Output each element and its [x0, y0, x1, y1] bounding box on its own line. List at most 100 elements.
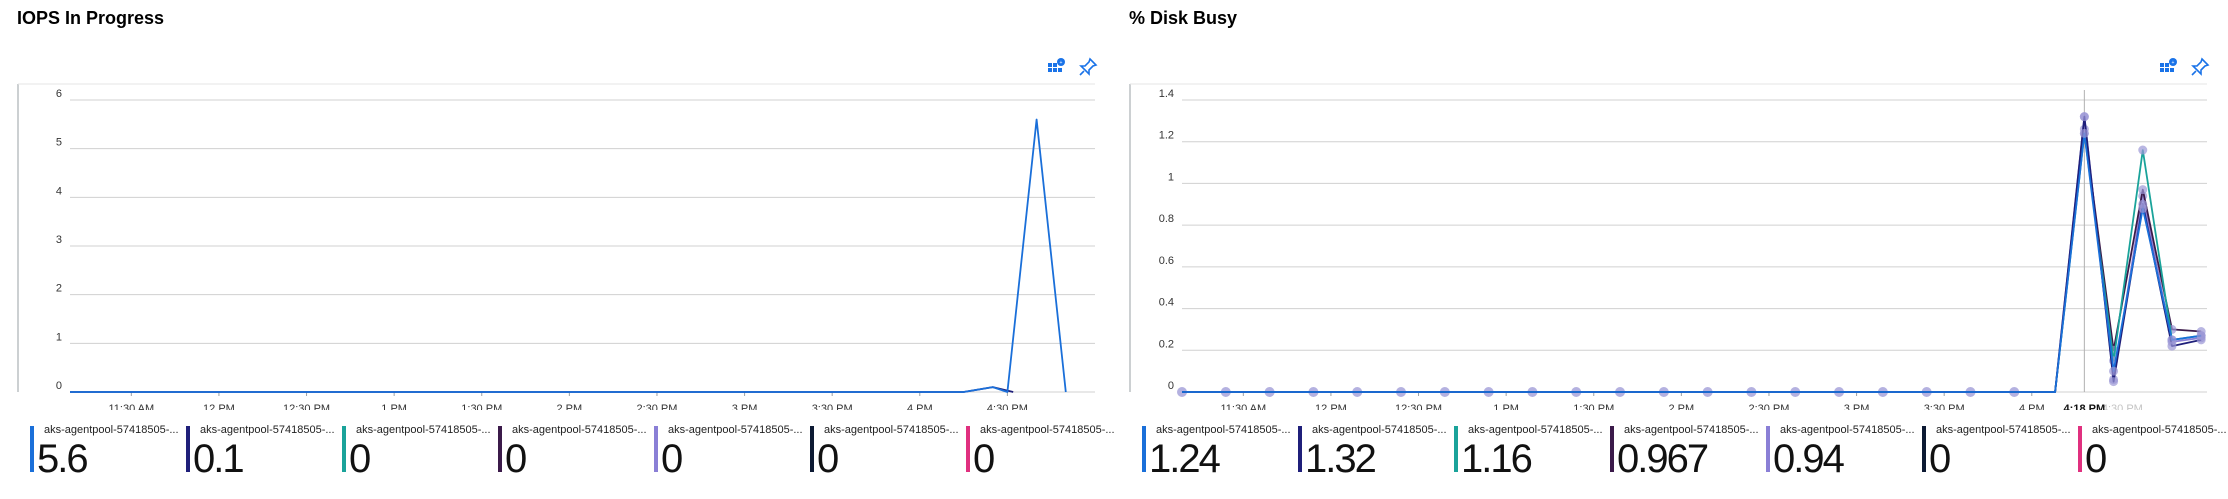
chart-legend: aks-agentpool-57418505-... 1.24 aks-agentp…: [1112, 420, 2227, 495]
legend-series-value: 0: [661, 437, 683, 481]
x-tick-label: 1 PM: [1493, 403, 1519, 410]
x-tick-label: 2 PM: [557, 403, 583, 410]
data-point-marker: [2167, 335, 2177, 345]
x-tick-label: 12:30 PM: [1395, 403, 1442, 410]
series-line[interactable]: [70, 118, 1067, 393]
legend-series-name: aks-agentpool-57418505-...: [44, 424, 179, 436]
legend-series-name: aks-agentpool-57418505-...: [1156, 424, 1291, 436]
legend-color-swatch: [186, 426, 190, 472]
disk-busy-line-chart[interactable]: 0 0.2 0.4 0.6 0.8 1 1.2 1.4 11:30 AM 12 PM 12:30 P…: [1112, 80, 2212, 410]
legend-series-name: aks-agentpool-57418505-...: [668, 424, 803, 436]
data-point-marker: [2079, 128, 2089, 138]
legend-color-swatch: [1298, 426, 1302, 472]
x-tick-label: 2:30 PM: [1748, 403, 1789, 410]
panel-title: % Disk Busy: [1129, 8, 1238, 28]
legend-color-swatch: [1142, 426, 1146, 472]
legend-series-value: 0.967: [1617, 437, 1709, 481]
y-tick-label: 1.4: [1159, 88, 1174, 100]
y-tick-label: 0.2: [1159, 338, 1174, 350]
x-tick-label: 4 PM: [907, 403, 933, 410]
legend-series-name: aks-agentpool-57418505-...: [1936, 424, 2071, 436]
x-tick-label: 4 PM: [2019, 403, 2045, 410]
y-tick-label: 1: [1168, 171, 1174, 183]
legend-series-value: 1.32: [1305, 437, 1377, 481]
metrics-grid-icon[interactable]: +: [2157, 56, 2179, 78]
series-line[interactable]: [1182, 128, 2202, 393]
x-tick-label: 1 PM: [381, 403, 407, 410]
chart-panel-disk-busy: % Disk Busy + 0 0.2 0.4 0.6 0.8 1 1.2 1.4 11:30 …: [1112, 0, 2227, 499]
legend-series-value: 0.94: [1773, 437, 1845, 481]
legend-series-value: 0: [349, 437, 371, 481]
x-tick-label: 3:30 PM: [1924, 403, 1965, 410]
data-point-marker: [2109, 366, 2119, 376]
legend-series-name: aks-agentpool-57418505-...: [1624, 424, 1759, 436]
y-tick-label: 3: [56, 234, 62, 246]
legend-series-value: 0.1: [193, 437, 245, 481]
x-tick-label: 12 PM: [1315, 403, 1347, 410]
pin-icon[interactable]: [1077, 56, 1099, 78]
legend-color-swatch: [342, 426, 346, 472]
legend-item[interactable]: aks-agentpool-57418505-... 0.94: [1766, 420, 1916, 490]
y-tick-label: 2: [56, 283, 62, 295]
data-point-marker: [2138, 203, 2148, 213]
data-point-marker: [2196, 331, 2206, 341]
legend-color-swatch: [2078, 426, 2082, 472]
legend-item[interactable]: aks-agentpool-57418505-... 0.967: [1610, 420, 1760, 490]
legend-series-name: aks-agentpool-57418505-...: [2092, 424, 2227, 436]
chart-legend: aks-agentpool-57418505-... 5.6 aks-agentpo…: [0, 420, 1115, 495]
data-point-marker: [2167, 341, 2177, 351]
x-tick-label: 3:30 PM: [812, 403, 853, 410]
metrics-grid-icon[interactable]: +: [1045, 56, 1067, 78]
legend-item[interactable]: aks-agentpool-57418505-... 0: [2078, 420, 2228, 490]
y-tick-label: 0: [56, 380, 62, 392]
legend-color-swatch: [810, 426, 814, 472]
legend-item[interactable]: aks-agentpool-57418505-... 1.32: [1298, 420, 1448, 490]
legend-series-value: 1.16: [1461, 437, 1533, 481]
panel-title: IOPS In Progress: [17, 8, 165, 28]
data-point-marker: [2138, 185, 2148, 195]
series-line[interactable]: [1182, 132, 2202, 393]
x-tick-label: 12:30 PM: [283, 403, 330, 410]
legend-series-name: aks-agentpool-57418505-...: [356, 424, 491, 436]
legend-item[interactable]: aks-agentpool-57418505-... 0: [498, 420, 648, 490]
legend-series-name: aks-agentpool-57418505-...: [1468, 424, 1603, 436]
pin-icon[interactable]: [2189, 56, 2211, 78]
y-tick-label: 0: [1168, 380, 1174, 392]
x-tick-label: 12 PM: [203, 403, 235, 410]
legend-series-name: aks-agentpool-57418505-...: [980, 424, 1115, 436]
legend-item[interactable]: aks-agentpool-57418505-... 0: [654, 420, 804, 490]
legend-item[interactable]: aks-agentpool-57418505-... 0: [1922, 420, 2072, 490]
legend-series-value: 0: [817, 437, 839, 481]
legend-series-value: 1.24: [1149, 437, 1221, 481]
x-tick-label: 2:30 PM: [636, 403, 677, 410]
iops-line-chart[interactable]: 0 1 2 3 4 5 6 11:30 AM 12 PM 12:30 PM 1 PM 1:30 PM 2…: [0, 80, 1100, 410]
legend-series-name: aks-agentpool-57418505-...: [200, 424, 335, 436]
x-tick-label: 11:30 AM: [108, 403, 154, 410]
data-point-marker: [2138, 145, 2148, 155]
y-tick-label: 4: [56, 185, 62, 197]
legend-item[interactable]: aks-agentpool-57418505-... 0.1: [186, 420, 336, 490]
legend-series-name: aks-agentpool-57418505-...: [1780, 424, 1915, 436]
x-tick-label: 11:30 AM: [1220, 403, 1266, 410]
legend-series-value: 0: [2085, 437, 2107, 481]
legend-item[interactable]: aks-agentpool-57418505-... 0: [810, 420, 960, 490]
legend-item[interactable]: aks-agentpool-57418505-... 1.24: [1142, 420, 1292, 490]
series-line[interactable]: [1182, 132, 2202, 393]
legend-color-swatch: [30, 426, 34, 472]
legend-item[interactable]: aks-agentpool-57418505-... 5.6: [30, 420, 180, 490]
y-tick-label: 0.8: [1159, 213, 1174, 225]
legend-item[interactable]: aks-agentpool-57418505-... 0: [966, 420, 1116, 490]
legend-item[interactable]: aks-agentpool-57418505-... 0: [342, 420, 492, 490]
y-tick-label: 5: [56, 137, 62, 149]
legend-item[interactable]: aks-agentpool-57418505-... 1.16: [1454, 420, 1604, 490]
legend-series-value: 0: [973, 437, 995, 481]
legend-series-value: 0: [505, 437, 527, 481]
legend-series-name: aks-agentpool-57418505-...: [1312, 424, 1447, 436]
chart-panel-iops: IOPS In Progress + 0 1 2 3 4 5 6 11:30 AM 12 PM 1…: [0, 0, 1115, 499]
x-tick-label: 4:30 PM: [987, 403, 1028, 410]
legend-color-swatch: [654, 426, 658, 472]
svg-text:+: +: [2172, 60, 2175, 66]
y-tick-label: 0.6: [1159, 255, 1174, 267]
legend-color-swatch: [1922, 426, 1926, 472]
legend-series-name: aks-agentpool-57418505-...: [512, 424, 647, 436]
